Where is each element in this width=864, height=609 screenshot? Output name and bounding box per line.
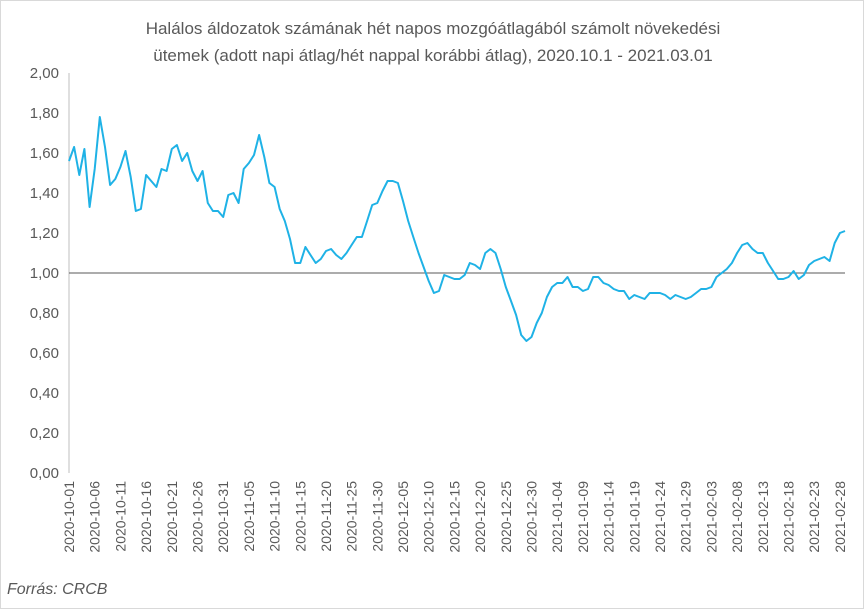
x-tick-label: 2020-11-05 [241,481,257,552]
y-tick-label: 1,20 [30,225,59,242]
x-tick-label: 2021-01-24 [652,481,668,553]
x-tick-label: 2020-12-15 [446,481,462,553]
x-tick-label: 2021-01-29 [678,481,694,553]
x-tick-label: 2020-10-16 [138,481,154,553]
y-tick-label: 2,00 [30,65,59,82]
x-tick-label: 2021-02-28 [832,481,848,553]
y-axis-ticks: 0,00 0,20 0,40 0,60 0,80 1,00 1,20 1,40 1,60 1,80… [30,65,59,482]
x-tick-label: 2020-10-11 [112,481,128,552]
x-tick-label: 2021-02-13 [755,481,771,553]
x-tick-label: 2020-12-20 [472,481,488,553]
x-tick-label: 2021-02-08 [729,481,745,553]
x-axis-ticks: 2020-10-01 2020-10-06 2020-10-11 2020-10-16… [61,481,848,553]
x-tick-label: 2020-11-15 [292,481,308,552]
source-label: Forrás: CRCB [7,581,108,598]
chart-title-line-1: Halálos áldozatok számának hét napos moz… [146,19,721,38]
x-tick-label: 2021-02-03 [703,481,719,553]
y-tick-label: 1,40 [30,185,59,202]
y-tick-label: 0,80 [30,305,59,322]
x-tick-label: 2021-01-19 [626,481,642,553]
x-tick-label: 2021-01-09 [575,481,591,553]
x-tick-label: 2020-12-05 [395,481,411,553]
x-tick-label: 2020-10-21 [164,481,180,553]
y-tick-label: 1,60 [30,145,59,162]
x-tick-label: 2020-10-01 [61,481,77,553]
series-line [68,116,846,342]
y-tick-label: 0,20 [30,425,59,442]
y-tick-label: 1,00 [30,265,59,282]
x-tick-label: 2020-10-31 [215,481,231,553]
y-tick-label: 0,40 [30,385,59,402]
x-tick-label: 2021-01-04 [549,481,565,553]
chart-title-line-2: ütemek (adott napi átlag/hét nappal korá… [153,46,713,65]
x-tick-label: 2020-11-25 [344,481,360,552]
x-tick-label: 2020-10-06 [87,481,103,553]
x-tick-label: 2020-10-26 [190,481,206,553]
y-tick-label: 0,60 [30,345,59,362]
y-tick-label: 1,80 [30,105,59,122]
x-tick-label: 2020-12-25 [498,481,514,553]
x-tick-label: 2020-12-10 [421,481,437,553]
y-tick-label: 0,00 [30,465,59,482]
x-tick-label: 2020-11-10 [267,481,283,552]
x-tick-label: 2021-02-18 [781,481,797,553]
x-tick-label: 2021-02-23 [806,481,822,553]
x-tick-label: 2020-12-30 [524,481,540,553]
x-tick-label: 2020-11-20 [318,481,334,552]
x-tick-label: 2020-11-30 [369,481,385,552]
x-tick-label: 2021-01-14 [601,481,617,553]
